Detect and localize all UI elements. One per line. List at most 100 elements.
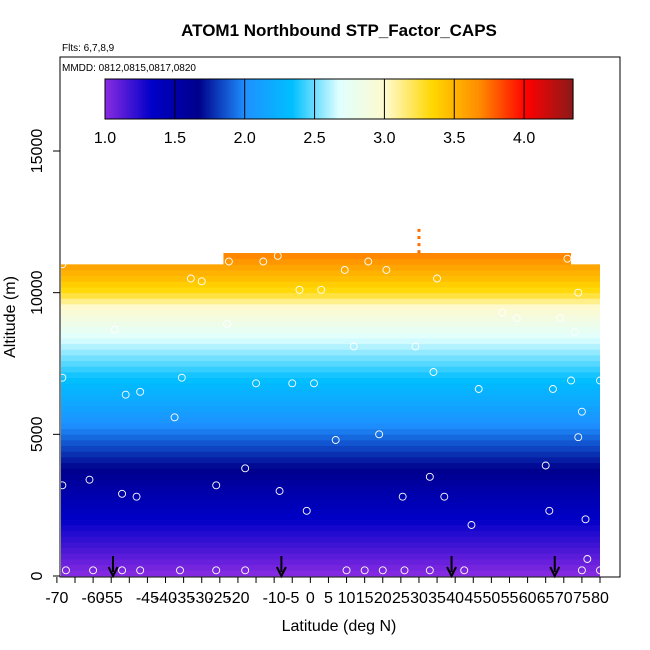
- colorbar-swatch: [569, 79, 572, 119]
- sample-marker: [342, 566, 351, 575]
- colorbar-swatch: [293, 79, 296, 119]
- colorbar-swatch: [271, 79, 274, 119]
- heatmap-band: [61, 536, 601, 543]
- heatmap-band: [61, 326, 601, 333]
- heatmap-band: [61, 519, 601, 526]
- colorbar-swatch: [565, 79, 568, 119]
- colorbar-swatch: [163, 79, 166, 119]
- sample-marker: [596, 566, 604, 575]
- colorbar-swatch: [397, 79, 400, 119]
- colorbar-swatch: [355, 79, 358, 119]
- x-tick-label: -60: [82, 590, 105, 607]
- sample-marker: [275, 487, 284, 495]
- colorbar-swatch: [375, 79, 378, 119]
- colorbar-swatch: [253, 79, 256, 119]
- heatmap-band: [61, 298, 601, 305]
- x-tick-label: 35: [428, 590, 446, 607]
- colorbar-swatch: [543, 79, 546, 119]
- sample-marker: [512, 314, 521, 323]
- colorbar-swatch: [195, 79, 198, 119]
- x-tick-label: -40: [154, 590, 177, 607]
- colorbar-swatch: [413, 79, 416, 119]
- heatmap-band: [61, 394, 601, 401]
- heatmap-band: [61, 372, 601, 379]
- colorbar-swatch: [459, 79, 462, 119]
- colorbar-swatch: [515, 79, 518, 119]
- x-tick-label: 50: [482, 590, 500, 607]
- colorbar-swatch: [403, 79, 406, 119]
- colorbar-swatch: [255, 79, 258, 119]
- sample-marker: [177, 373, 186, 382]
- colorbar-swatch: [481, 79, 484, 119]
- colorbar-swatch: [117, 79, 120, 119]
- colorbar-swatch: [183, 79, 186, 119]
- colorbar-swatch: [179, 79, 182, 119]
- colorbar-swatch: [289, 79, 292, 119]
- colorbar-swatch: [201, 79, 204, 119]
- colorbar-swatch: [385, 79, 388, 119]
- sample-marker: [58, 260, 67, 269]
- y-tick-label: 0: [29, 571, 46, 580]
- colorbar-swatch: [531, 79, 534, 119]
- colorbar-swatch: [509, 79, 512, 119]
- colorbar-swatch: [287, 79, 290, 119]
- colorbar-swatch: [303, 79, 306, 119]
- heatmap-band: [61, 355, 601, 362]
- colorbar-swatch: [155, 79, 158, 119]
- colorbar-swatch: [283, 79, 286, 119]
- colorbar-swatch: [337, 79, 340, 119]
- heatmap-band: [61, 553, 601, 560]
- heatmap-band: [61, 400, 601, 407]
- colorbar-swatch: [175, 79, 178, 119]
- colorbar-swatch: [327, 79, 330, 119]
- heatmap-band: [61, 360, 601, 367]
- x-tick-label: 65: [537, 590, 555, 607]
- colorbar-swatch: [157, 79, 160, 119]
- heatmap-band: [61, 383, 601, 390]
- sample-marker: [563, 254, 572, 263]
- colorbar-swatch: [447, 79, 450, 119]
- x-tick-label: 75: [573, 590, 591, 607]
- x-tick-label: -55: [100, 590, 123, 607]
- colorbar-swatch: [107, 79, 110, 119]
- colorbar-swatch: [391, 79, 394, 119]
- x-tick-label: 30: [410, 590, 428, 607]
- colorbar-swatch: [465, 79, 468, 119]
- sample-marker: [223, 319, 232, 328]
- sample-marker: [176, 566, 184, 575]
- colorbar-swatch: [451, 79, 454, 119]
- sample-marker: [317, 285, 326, 294]
- heatmap-band: [61, 275, 601, 282]
- colorbar-swatch: [527, 79, 530, 119]
- dates-label: MMDD: 0812,0815,0817,0820: [62, 63, 196, 74]
- heatmap-band: [61, 542, 601, 549]
- sample-marker: [382, 266, 391, 274]
- heatmap-band: [61, 309, 601, 316]
- heatmap-spike-cell: [417, 250, 421, 254]
- colorbar-swatch: [381, 79, 384, 119]
- sample-marker: [556, 314, 565, 323]
- colorbar-swatch: [457, 79, 460, 119]
- sample-marker: [411, 342, 420, 351]
- sample-marker: [433, 274, 442, 283]
- colorbar-swatch: [549, 79, 552, 119]
- colorbar-swatch: [449, 79, 452, 119]
- sample-marker: [400, 566, 409, 575]
- y-tick-label: 10000: [29, 270, 46, 315]
- colorbar-swatch: [455, 79, 458, 119]
- heatmap-band: [61, 304, 601, 311]
- colorbar-swatch: [319, 79, 322, 119]
- arrow-marker: [275, 556, 287, 579]
- sample-marker: [375, 430, 384, 439]
- heatmap-band: [61, 485, 601, 492]
- colorbar-swatch: [333, 79, 336, 119]
- colorbar-tick-label: 2.0: [234, 130, 256, 147]
- colorbar-swatch: [395, 79, 398, 119]
- colorbar-swatch: [537, 79, 540, 119]
- sample-marker: [574, 433, 583, 442]
- colorbar-swatch: [409, 79, 412, 119]
- heatmap-band: [61, 321, 601, 328]
- sample-marker: [581, 515, 590, 524]
- sample-marker: [364, 257, 373, 266]
- colorbar-swatch: [315, 79, 318, 119]
